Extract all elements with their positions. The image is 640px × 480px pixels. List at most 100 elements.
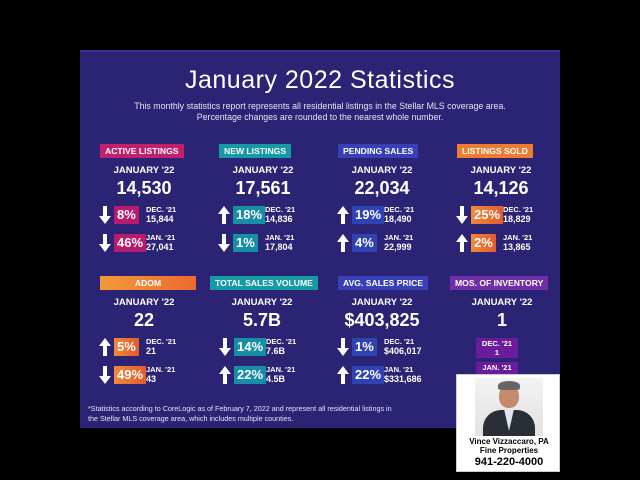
comparison-value: 22,999 [384,242,412,252]
comparison-label: DEC. '21 [146,205,177,214]
card-label: PENDING SALES [338,144,419,158]
page-title: January 2022 Statistics [185,66,455,94]
card-month: JANUARY '22 [470,165,532,176]
agent-card: Vince Vizzaccaro, PA Fine Properties 941… [456,374,560,472]
comparison-jan: 1% JAN. '21 17,804 [213,232,323,254]
footnote-line-2: the Stellar MLS coverage area, which inc… [88,414,294,423]
comparison-label: DEC. '21 [265,205,296,214]
comparison-dec: 1% DEC. '21 $406,017 [332,336,442,358]
comparison-jan: 2% JAN. '21 13,865 [451,232,561,254]
comparison-value: 18,829 [503,214,531,224]
comparison-value: 17,804 [265,242,293,252]
card-value: $403,825 [344,310,420,330]
comparison-label: DEC. '21 [146,337,177,346]
comparison-value: 1 [494,348,500,357]
comparison-label: DEC. '21 [266,337,297,346]
card-label: AVG. SALES PRICE [338,276,429,290]
statistics-panel: January 2022 Statistics This monthly sta… [80,50,560,428]
comparison-label: JAN. '21 [266,365,296,374]
card-label: LISTINGS SOLD [457,144,533,158]
comparison-dec: 25% DEC. '21 18,829 [451,204,561,226]
card-total-sales-volume: TOTAL SALES VOLUME JANUARY '22 5.7B 14% … [204,276,318,396]
arrow-up-icon [219,366,231,384]
letterbox-top [0,0,640,50]
comparison-dec: 19% DEC. '21 18,490 [332,204,442,226]
arrow-up-icon [337,206,349,224]
comparison-value: 18,490 [384,214,412,224]
card-month: JANUARY '22 [351,297,413,308]
card-value: 14,530 [116,178,172,198]
percent-change: 18% [233,206,266,224]
subtitle-line-2: Percentage changes are rounded to the ne… [196,112,444,122]
comparison-value: 13,865 [503,242,531,252]
comparison-dec: 18% DEC. '21 14,836 [213,204,323,226]
comparison-dec: 14% DEC. '21 7.6B [214,336,324,358]
card-month: JANUARY '22 [231,297,293,308]
head-shape [499,384,519,408]
comparison-value: 7.6B [266,346,286,356]
card-label: TOTAL SALES VOLUME [210,276,318,290]
comparison-dec: 5% DEC. '21 21 [94,336,204,358]
comparison-value: 14,836 [265,214,293,224]
arrow-up-icon [218,206,230,224]
shirt-shape [504,409,514,431]
card-label: MOS. OF INVENTORY [450,276,549,290]
comparison-value: 4.5B [266,374,286,384]
percent-change: 19% [352,206,385,224]
percent-change: 25% [471,206,504,224]
card-month: JANUARY '22 [232,165,294,176]
card-value: 5.7B [242,310,282,330]
comparison-label: JAN. '21 [384,233,414,242]
hair-shape [498,381,520,390]
percent-change: 49% [114,366,147,384]
comparison-value: 43 [146,374,157,384]
percent-change: 14% [234,338,267,356]
subtitle: This monthly statistics report represent… [90,101,550,123]
comparison-jan: 49% JAN. '21 43 [94,364,204,386]
comparison-jan: 46% JAN. '21 27,041 [94,232,204,254]
card-active-listings: ACTIVE LISTINGS JANUARY '22 14,530 8% DE… [94,144,204,264]
agent-company: Fine Properties [479,446,539,455]
card-value: 14,126 [473,178,529,198]
percent-change: 4% [352,234,377,252]
comparison-label: JAN. '21 [146,233,176,242]
card-month: JANUARY '22 [113,165,175,176]
arrow-up-icon [337,234,349,252]
arrow-up-icon [456,234,468,252]
comparison-label: JAN. '21 [503,233,533,242]
comparison-label: JAN. '21 [146,365,176,374]
card-avg-sales-price: AVG. SALES PRICE JANUARY '22 $403,825 1%… [332,276,442,396]
comparison-jan: 22% JAN. '21 $331,686 [332,364,442,386]
card-value: 22 [133,310,155,330]
card-value: 1 [496,310,507,330]
comparison-dec: 8% DEC. '21 15,844 [94,204,204,226]
subtitle-line-1: This monthly statistics report represent… [134,101,506,111]
arrow-up-icon [337,366,349,384]
arrow-down-icon [456,206,468,224]
card-value: 17,561 [235,178,291,198]
card-label: ACTIVE LISTINGS [100,144,184,158]
comparison-jan: 22% JAN. '21 4.5B [214,364,324,386]
comparison-label: DEC. '21 [384,205,415,214]
comparison-value: 15,844 [146,214,174,224]
agent-photo [475,378,543,436]
arrow-down-icon [99,206,111,224]
comparison-value: $331,686 [384,374,422,384]
comparison-label: DEC. '21 [503,205,534,214]
agent-phone[interactable]: 941-220-4000 [474,456,544,468]
comparison-label: JAN. '21 [482,363,512,372]
comparison-value: 21 [146,346,157,356]
comparison-label: DEC. '21 [481,339,513,348]
comparison-label: JAN. '21 [265,233,295,242]
card-label: ADOM [100,276,196,290]
percent-change: 22% [352,366,385,384]
percent-change: 5% [114,338,139,356]
arrow-down-icon [219,338,231,356]
arrow-down-icon [337,338,349,356]
footnote: *Statistics according to CoreLogic as of… [88,404,448,424]
comparison-value: 27,041 [146,242,174,252]
footnote-line-1: *Statistics according to CoreLogic as of… [88,404,392,413]
percent-change: 22% [234,366,267,384]
comparison-jan: 4% JAN. '21 22,999 [332,232,442,254]
card-month: JANUARY '22 [113,297,175,308]
